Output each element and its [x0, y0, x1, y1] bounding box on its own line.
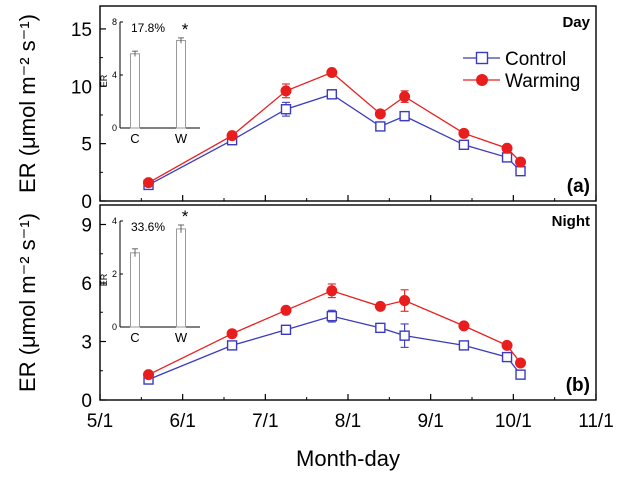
inset-y-tick-label: 0	[112, 123, 117, 133]
series-warming	[143, 283, 527, 381]
inset-y-tick-label: 4	[112, 216, 117, 226]
inset-y-label: ER	[99, 273, 109, 286]
panel-b: 0 3 6 9 Night (b) ER (μmol m⁻² s⁻¹) 0 2 4 ER C W 33.6…	[15, 204, 597, 412]
data-point	[280, 324, 292, 335]
inset-x-tick-label: C	[130, 330, 139, 345]
legend-label: Warming	[505, 71, 580, 92]
data-point	[501, 339, 513, 351]
data-point	[501, 152, 513, 163]
inset-chart: 0 4 8 ER C W 17.8% *	[99, 17, 200, 146]
data-point	[226, 328, 238, 340]
panel-a: 0 5 10 15 Day (a) ER (μmol m⁻² s⁻¹) 0 4 8 ER C W 17.8…	[15, 5, 597, 213]
y-axis-label: ER (μmol m⁻² s⁻¹)	[15, 213, 40, 392]
inset-significance-star: *	[182, 207, 189, 226]
data-point	[280, 104, 292, 115]
inset-y-tick-label: 0	[112, 322, 117, 332]
data-point	[458, 320, 470, 332]
legend-marker	[476, 74, 488, 86]
data-point	[375, 121, 386, 132]
y-axis-label: ER (μmol m⁻² s⁻¹)	[15, 14, 40, 193]
data-point	[501, 142, 513, 154]
data-point	[326, 285, 338, 297]
data-point	[399, 330, 410, 341]
inset-significance-star: *	[182, 20, 189, 39]
data-point	[501, 351, 513, 363]
x-tick-label: 5/1	[87, 411, 113, 432]
panel-label: Day	[562, 14, 590, 31]
legend-entry-control: Control	[463, 49, 566, 70]
y-tick-label: 5	[81, 135, 92, 156]
inset-x-tick-label: C	[130, 131, 139, 146]
series-line	[148, 290, 522, 376]
data-point	[515, 165, 526, 177]
inset-percent-label: 33.6%	[131, 220, 165, 234]
inset-x-tick-label: W	[175, 330, 188, 345]
data-point	[458, 127, 470, 139]
series-control	[143, 89, 526, 191]
y-tick-label: 0	[81, 391, 92, 412]
legend-marker	[475, 51, 489, 65]
data-point	[280, 85, 292, 97]
series-line	[148, 71, 521, 184]
data-point	[226, 130, 238, 142]
inset-y-label: ER	[99, 74, 109, 87]
inset-percent-label: 17.8%	[131, 21, 165, 35]
series-warming	[143, 67, 527, 189]
y-tick-label: 10	[71, 77, 92, 98]
inset-bar	[176, 228, 186, 328]
inset-y-tick-label: 4	[112, 70, 117, 80]
y-tick-label: 15	[71, 20, 92, 41]
y-tick-label: 6	[81, 274, 92, 295]
data-point	[280, 304, 292, 316]
inset-y-tick-label: 8	[112, 17, 117, 27]
data-point	[399, 295, 411, 307]
data-point	[458, 139, 470, 150]
data-point	[326, 89, 338, 100]
data-point	[375, 322, 386, 334]
data-point	[143, 369, 155, 381]
series-control	[143, 309, 526, 385]
inset-bar	[176, 40, 186, 129]
panel-label: Night	[552, 213, 590, 230]
data-point	[326, 310, 338, 322]
data-point	[399, 91, 411, 103]
inset-chart: 0 2 4 ER C W 33.6% *	[99, 207, 200, 345]
data-point	[515, 357, 527, 369]
data-point	[399, 110, 410, 122]
legend-entry-warming: Warming	[463, 71, 580, 92]
inset-bar	[130, 53, 140, 129]
inset-x-tick-label: W	[175, 131, 188, 146]
x-tick-label: 7/1	[252, 411, 278, 432]
x-axis-label: Month-day	[296, 446, 400, 471]
x-tick-label: 9/1	[417, 411, 443, 432]
inset-bar	[130, 252, 140, 328]
x-tick-label: 10/1	[495, 411, 532, 432]
x-tick-label: 11/1	[578, 411, 614, 432]
data-point	[226, 340, 238, 351]
data-point	[374, 300, 386, 312]
legend-label: Control	[505, 49, 566, 70]
data-point	[326, 67, 338, 79]
y-tick-label: 3	[81, 333, 92, 354]
y-tick-label: 0	[81, 192, 92, 213]
panel-tag: (a)	[567, 176, 590, 197]
y-tick-label: 9	[81, 216, 92, 237]
x-tick-label: 6/1	[169, 411, 195, 432]
data-point	[458, 340, 470, 351]
inset-y-tick-label: 2	[112, 269, 117, 279]
x-tick-label: 8/1	[335, 411, 361, 432]
data-point	[515, 156, 527, 168]
data-point	[143, 177, 155, 189]
data-point	[374, 108, 386, 120]
data-point	[515, 369, 526, 380]
panel-tag: (b)	[566, 375, 590, 396]
